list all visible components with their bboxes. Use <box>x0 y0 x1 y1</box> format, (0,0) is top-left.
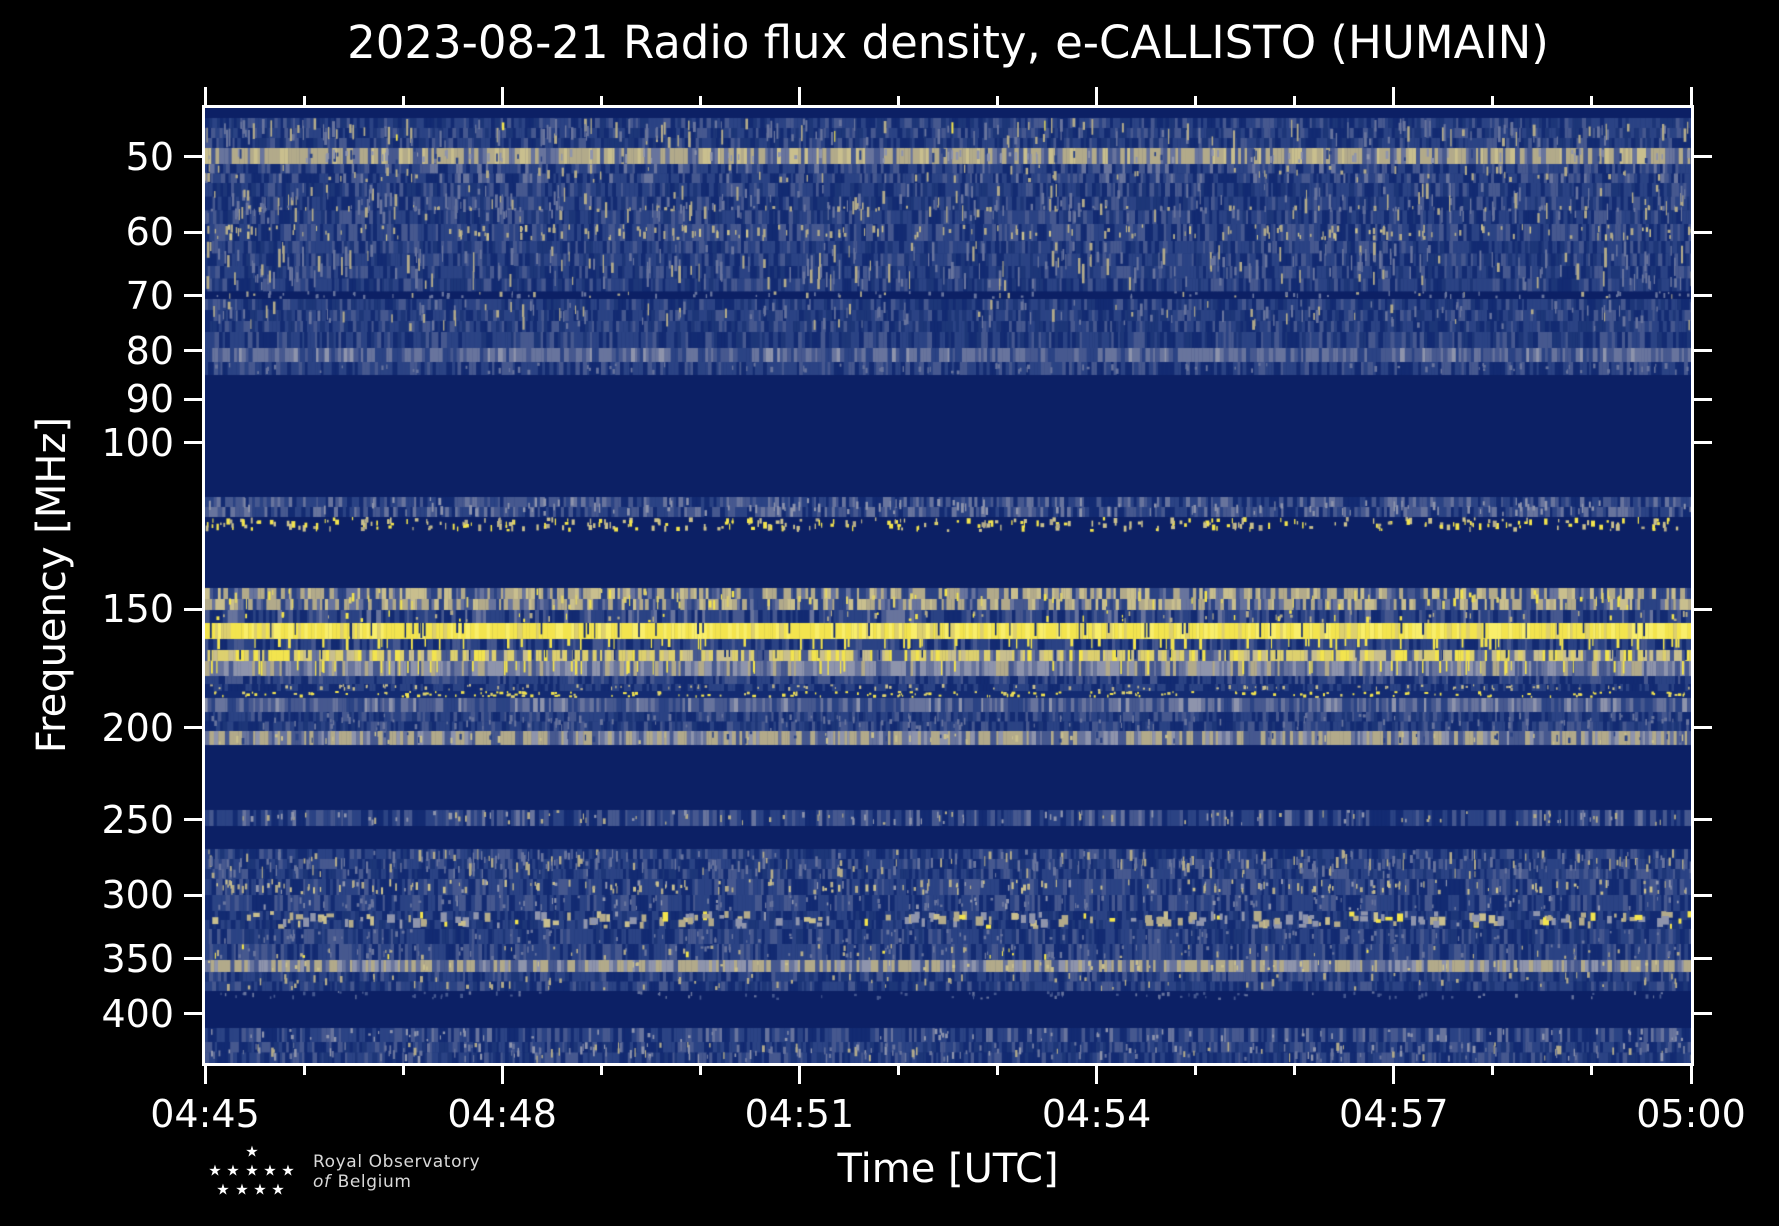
y-major-tick-left <box>184 230 205 234</box>
star-icon: ★ <box>281 1161 295 1180</box>
x-minor-tick-bottom <box>897 1063 901 1075</box>
y-major-tick-right <box>1691 155 1712 159</box>
x-tick-label: 04:51 <box>744 1092 855 1136</box>
star-icon: ★ <box>226 1161 240 1180</box>
y-tick-label: 60 <box>125 210 174 255</box>
x-major-tick-bottom <box>797 1063 801 1084</box>
y-major-tick-right <box>1691 818 1712 822</box>
x-axis-label: Time [UTC] <box>837 1146 1059 1192</box>
spectrogram-heatmap <box>205 108 1691 1063</box>
x-minor-tick-top <box>995 96 999 108</box>
y-major-tick-right <box>1691 957 1712 961</box>
x-major-tick-bottom <box>1095 1063 1099 1084</box>
x-tick-label: 04:54 <box>1041 1092 1152 1136</box>
y-tick-label: 50 <box>125 134 174 179</box>
x-major-tick-top <box>203 87 207 108</box>
y-tick-label: 150 <box>101 587 174 632</box>
x-minor-tick-bottom <box>401 1063 405 1075</box>
y-major-tick-left <box>184 726 205 730</box>
star-icon: ★ <box>253 1180 267 1199</box>
star-icon: ★ <box>263 1161 277 1180</box>
y-major-tick-right <box>1691 397 1712 401</box>
y-major-tick-left <box>184 1012 205 1016</box>
star-icon: ★ <box>245 1142 259 1161</box>
star-icon: ★ <box>245 1161 259 1180</box>
x-minor-tick-bottom <box>995 1063 999 1075</box>
x-minor-tick-bottom <box>698 1063 702 1075</box>
y-major-tick-left <box>184 607 205 611</box>
y-major-tick-right <box>1691 893 1712 897</box>
logo-line2-belgium: Belgium <box>337 1172 412 1192</box>
y-tick-label: 250 <box>101 797 174 842</box>
x-minor-tick-top <box>599 96 603 108</box>
x-major-tick-top <box>1689 87 1693 108</box>
x-tick-label: 04:45 <box>150 1092 260 1136</box>
y-major-tick-left <box>184 818 205 822</box>
y-major-tick-left <box>184 294 205 298</box>
x-tick-label: 04:57 <box>1339 1092 1449 1136</box>
x-tick-label: 04:48 <box>447 1092 557 1136</box>
x-major-tick-top <box>797 87 801 108</box>
y-major-tick-right <box>1691 607 1712 611</box>
x-minor-tick-top <box>1194 96 1198 108</box>
star-icon: ★ <box>235 1180 249 1199</box>
x-minor-tick-top <box>401 96 405 108</box>
y-tick-label: 70 <box>125 273 174 318</box>
x-major-tick-top <box>500 87 504 108</box>
y-major-tick-right <box>1691 294 1712 298</box>
x-major-tick-bottom <box>1392 1063 1396 1084</box>
y-major-tick-right <box>1691 726 1712 730</box>
y-major-tick-right <box>1691 230 1712 234</box>
logo-line2-of: of <box>313 1172 331 1192</box>
y-tick-label: 80 <box>125 328 174 373</box>
star-icon: ★ <box>216 1180 230 1199</box>
y-major-tick-left <box>184 155 205 159</box>
x-major-tick-bottom <box>500 1063 504 1084</box>
x-tick-label: 05:00 <box>1636 1092 1746 1136</box>
y-tick-label: 100 <box>101 420 174 465</box>
x-minor-tick-top <box>698 96 702 108</box>
y-tick-label: 400 <box>101 991 174 1036</box>
x-minor-tick-top <box>302 96 306 108</box>
y-major-tick-right <box>1691 349 1712 353</box>
logo-line1: Royal Observatory <box>313 1152 481 1172</box>
x-minor-tick-top <box>1590 96 1594 108</box>
y-major-tick-right <box>1691 1012 1712 1016</box>
logo-line2: of Belgium <box>313 1172 412 1192</box>
y-tick-label: 200 <box>101 705 174 750</box>
y-major-tick-left <box>184 893 205 897</box>
y-tick-label: 300 <box>101 873 174 917</box>
x-minor-tick-bottom <box>1293 1063 1297 1075</box>
y-major-tick-right <box>1691 441 1712 445</box>
x-major-tick-bottom <box>1689 1063 1693 1084</box>
x-major-tick-bottom <box>203 1063 207 1084</box>
x-major-tick-top <box>1095 87 1099 108</box>
x-minor-tick-top <box>1293 96 1297 108</box>
x-minor-tick-bottom <box>1194 1063 1198 1075</box>
x-minor-tick-top <box>897 96 901 108</box>
x-minor-tick-bottom <box>1491 1063 1495 1075</box>
y-major-tick-left <box>184 957 205 961</box>
y-tick-label: 350 <box>101 936 174 981</box>
y-major-tick-left <box>184 397 205 401</box>
y-tick-label: 90 <box>125 377 174 422</box>
x-minor-tick-bottom <box>599 1063 603 1075</box>
star-icon: ★ <box>271 1180 285 1199</box>
star-icon: ★ <box>208 1161 222 1180</box>
plot-area <box>184 87 1712 1084</box>
chart-title: 2023-08-21 Radio flux density, e-CALLIST… <box>347 16 1549 69</box>
x-minor-tick-top <box>1491 96 1495 108</box>
y-major-tick-left <box>184 349 205 353</box>
y-major-tick-left <box>184 441 205 445</box>
x-major-tick-top <box>1392 87 1396 108</box>
x-minor-tick-bottom <box>1590 1063 1594 1075</box>
x-minor-tick-bottom <box>302 1063 306 1075</box>
y-axis-label: Frequency [MHz] <box>29 416 75 754</box>
